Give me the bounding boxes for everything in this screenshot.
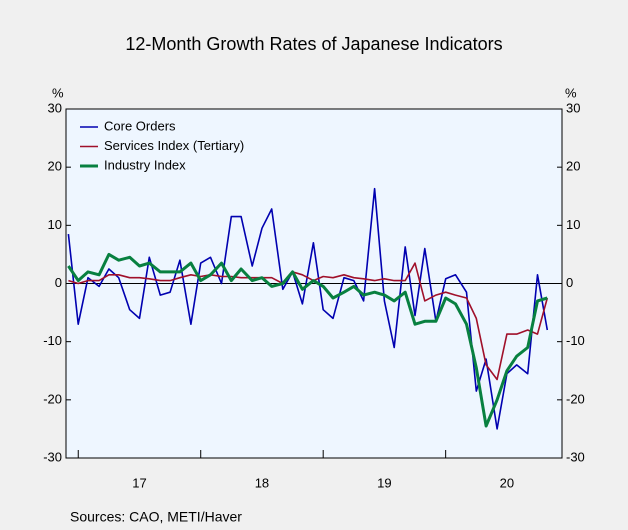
series-line (67, 187, 549, 430)
y2-unit: % (565, 85, 577, 100)
x-tick-label: 18 (255, 475, 269, 490)
y-tick-label: -20 (43, 391, 62, 406)
y2-tick-label: -30 (566, 449, 585, 464)
series-line (68, 262, 549, 381)
y-tick-label: 30 (48, 100, 62, 115)
x-tick-label: 17 (132, 475, 146, 490)
x-tick-label: 19 (377, 475, 391, 490)
legend-label: Services Index (Tertiary) (104, 138, 244, 153)
chart-title: 12-Month Growth Rates of Japanese Indica… (125, 34, 502, 54)
series-line (67, 252, 548, 428)
x-tick-label: 20 (500, 475, 514, 490)
y-tick-label: -10 (43, 333, 62, 348)
legend-label: Industry Index (104, 157, 186, 172)
y-tick-label: 0 (55, 275, 62, 290)
y-tick-label: 20 (48, 159, 62, 174)
y2-tick-label: -20 (566, 391, 585, 406)
y2-tick-label: 30 (566, 100, 580, 115)
y2-tick-label: 0 (566, 275, 573, 290)
y-unit: % (52, 85, 64, 100)
y-tick-label: -30 (43, 449, 62, 464)
y2-tick-label: 20 (566, 159, 580, 174)
source: Sources: CAO, METI/Haver (70, 509, 242, 525)
legend-label: Core Orders (104, 118, 176, 133)
y2-tick-label: 10 (566, 217, 580, 232)
y-tick-label: 10 (48, 217, 62, 232)
y2-tick-label: -10 (566, 333, 585, 348)
